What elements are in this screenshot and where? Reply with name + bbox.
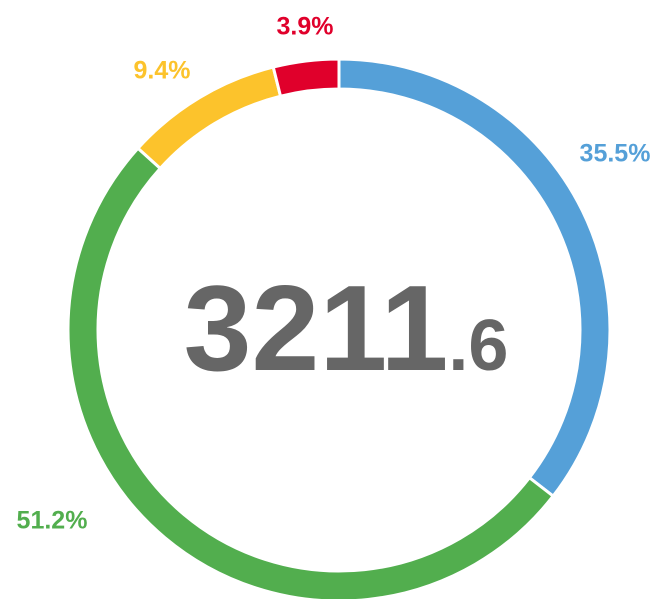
- center-integer: 3211: [184, 260, 449, 396]
- segment-label: 35.5%: [580, 140, 651, 168]
- center-fraction: .6: [448, 306, 508, 386]
- donut-segment: [271, 57, 341, 99]
- segment-label: 3.9%: [277, 13, 334, 41]
- segment-label: 51.2%: [17, 507, 88, 535]
- center-label: 3211.6: [184, 260, 509, 396]
- segment-label: 9.4%: [134, 57, 191, 85]
